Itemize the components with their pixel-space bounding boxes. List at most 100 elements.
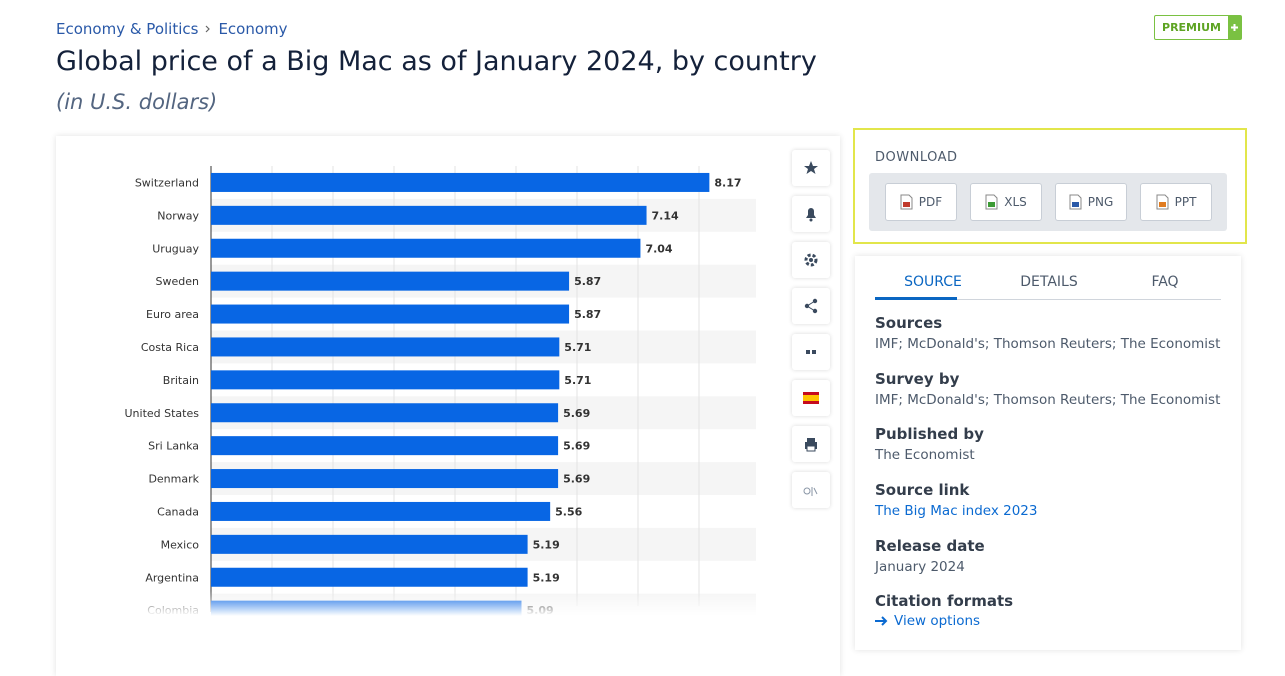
tool-icon — [804, 161, 818, 174]
data-label: 5.19 — [533, 538, 560, 551]
y-tick-label: Canada — [157, 505, 199, 518]
citation-link-text: View options — [894, 613, 981, 629]
bar — [211, 370, 560, 390]
breadcrumb-link[interactable]: Economy — [218, 20, 288, 38]
tool-button[interactable] — [792, 242, 830, 278]
data-label: 7.04 — [645, 242, 672, 255]
active-tab-indicator — [875, 297, 957, 300]
citation-link[interactable]: View options — [875, 613, 980, 629]
download-label: XLS — [1004, 195, 1027, 209]
bar — [211, 534, 528, 554]
breadcrumb: Economy & Politics Economy — [56, 20, 288, 38]
bar — [211, 501, 551, 521]
data-label: 5.69 — [563, 440, 590, 453]
premium-label: PREMIUM — [1162, 21, 1221, 34]
detail-label: Sources — [875, 314, 943, 332]
tab[interactable]: SOURCE — [904, 274, 962, 290]
tool-button[interactable] — [792, 150, 830, 186]
y-tick-label: Sri Lanka — [148, 440, 199, 453]
page-subtitle: (in U.S. dollars) — [56, 90, 218, 114]
bar — [211, 271, 570, 291]
tool-icon — [804, 298, 818, 314]
info-panel: SOURCE DETAILS FAQ Sources IMF; McDonald's; … — [855, 256, 1241, 650]
data-label: 8.17 — [714, 176, 741, 189]
detail-value: January 2024 — [875, 558, 965, 575]
data-label: 7.14 — [652, 209, 679, 222]
download-label: PNG — [1087, 195, 1114, 209]
tool-icon — [806, 350, 816, 354]
data-label: 5.71 — [564, 374, 591, 387]
arrow-icon — [875, 616, 888, 626]
download-label: PDF — [918, 195, 943, 209]
data-label: 5.71 — [564, 341, 591, 354]
page-title: Global price of a Big Mac as of January … — [56, 46, 817, 77]
bar — [211, 436, 559, 456]
y-tick-label: Euro area — [146, 308, 199, 321]
bar — [211, 205, 647, 225]
y-tick-label: Costa Rica — [141, 341, 199, 354]
y-tick-label: Switzerland — [135, 176, 199, 189]
download-label: PPT — [1174, 195, 1197, 209]
data-label: 5.56 — [555, 505, 582, 518]
tool-icon — [803, 487, 818, 496]
file-icon — [1156, 194, 1169, 210]
tool-icon — [805, 438, 817, 452]
file-icon — [1069, 194, 1082, 210]
tool-icon — [806, 208, 816, 222]
y-tick-label: Denmark — [148, 473, 199, 486]
y-tick-label: Sweden — [156, 275, 199, 288]
detail-label: Release date — [875, 536, 985, 555]
y-tick-label: United States — [125, 407, 200, 420]
download-bar: PDF XLS PNG PPT — [869, 173, 1227, 231]
bar — [211, 567, 528, 587]
file-icon — [900, 194, 913, 210]
plus-icon — [1231, 24, 1238, 31]
premium-badge[interactable]: PREMIUM — [1154, 15, 1242, 40]
tool-button[interactable] — [792, 426, 830, 462]
tool-button[interactable] — [792, 334, 830, 370]
detail-label: Survey by — [875, 369, 960, 388]
tool-button[interactable] — [792, 472, 830, 508]
data-label: 5.69 — [563, 407, 590, 420]
detail-value: The Economist — [875, 447, 975, 464]
tool-icon — [803, 392, 819, 404]
download-button[interactable]: PDF — [885, 183, 957, 221]
data-label: 5.87 — [574, 308, 601, 321]
tab[interactable]: FAQ — [1151, 274, 1179, 290]
premium-plus — [1228, 16, 1241, 39]
detail-link[interactable]: The Big Mac index 2023 — [875, 503, 1038, 520]
tool-button[interactable] — [792, 196, 830, 232]
detail-label: Published by — [875, 425, 984, 444]
tab[interactable]: DETAILS — [1020, 274, 1078, 290]
data-label: 5.87 — [574, 275, 601, 288]
data-label: 5.19 — [533, 571, 560, 584]
download-panel: DOWNLOAD PDF XLS PNG PPT — [853, 128, 1247, 244]
detail-value: IMF; McDonald's; Thomson Reuters; The Ec… — [875, 336, 1221, 352]
separator — [206, 25, 211, 33]
citation-label: Citation formats — [875, 592, 1014, 610]
breadcrumb-link[interactable]: Economy & Politics — [56, 20, 199, 38]
bar — [211, 337, 560, 357]
bar — [211, 469, 559, 489]
tool-button[interactable] — [792, 288, 830, 324]
y-tick-label: Uruguay — [152, 242, 199, 255]
chart: Switzerland 8.17 Norway 7.14 Uruguay 7.04 Swed… — [56, 166, 756, 616]
y-tick-label: Argentina — [145, 571, 199, 584]
download-title: DOWNLOAD — [875, 150, 958, 165]
download-button[interactable]: PNG — [1055, 183, 1127, 221]
file-icon — [985, 194, 998, 210]
tool-button[interactable] — [792, 380, 830, 416]
bar — [211, 238, 641, 258]
bar — [211, 172, 710, 192]
bar — [211, 403, 559, 423]
detail-value: IMF; McDonald's; Thomson Reuters; The Ec… — [875, 391, 1221, 408]
tab-divider — [875, 299, 1221, 300]
bar — [211, 304, 570, 324]
detail-label: Source link — [875, 481, 970, 500]
download-button[interactable]: XLS — [970, 183, 1042, 221]
y-tick-label: Mexico — [161, 538, 200, 551]
y-tick-label: Norway — [157, 209, 199, 222]
y-tick-label: Britain — [163, 374, 199, 387]
download-button[interactable]: PPT — [1140, 183, 1212, 221]
